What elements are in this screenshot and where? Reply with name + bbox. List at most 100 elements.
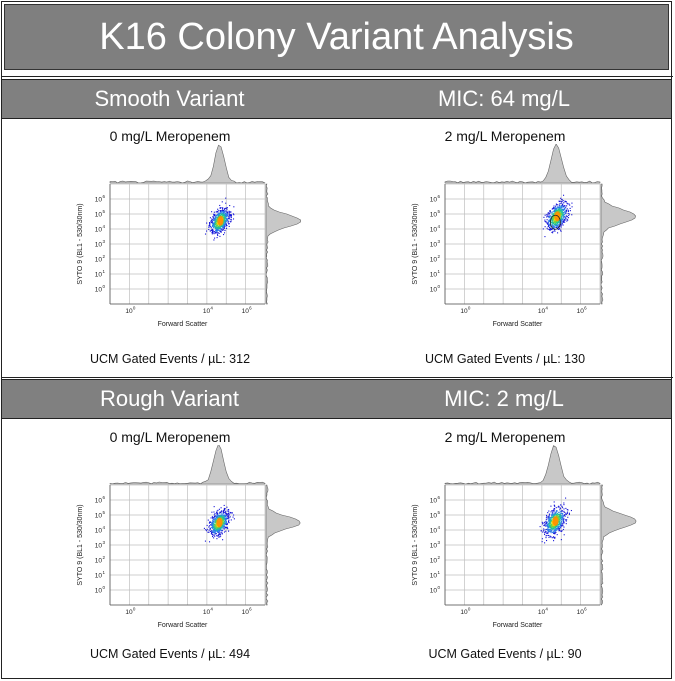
event-point <box>562 518 564 520</box>
event-point <box>221 529 223 532</box>
event-point <box>554 529 556 531</box>
y-tick-label: 10 <box>430 543 438 550</box>
event-point <box>214 226 216 228</box>
event-point <box>219 536 221 538</box>
event-point <box>210 229 213 231</box>
event-point <box>228 511 230 513</box>
density-core <box>552 516 559 526</box>
event-point <box>551 520 554 523</box>
event-point <box>216 232 218 234</box>
event-point <box>223 215 225 217</box>
event-point <box>223 223 225 225</box>
event-point <box>552 218 554 220</box>
event-point <box>544 531 546 533</box>
event-point <box>562 206 564 208</box>
event-point <box>211 527 213 529</box>
event-point <box>227 509 229 511</box>
event-point <box>550 227 552 229</box>
event-point <box>556 511 558 513</box>
event-point <box>554 513 556 515</box>
event-point <box>548 213 550 215</box>
event-point <box>211 531 213 533</box>
event-point <box>563 205 565 207</box>
event-point <box>212 217 214 219</box>
event-point <box>562 525 564 527</box>
event-point <box>220 507 222 509</box>
event-point <box>215 211 217 213</box>
event-point <box>549 220 551 222</box>
event-point <box>209 217 211 219</box>
event-point <box>216 210 218 212</box>
event-point <box>558 219 560 221</box>
event-point <box>217 223 219 225</box>
event-point <box>567 203 569 205</box>
event-point <box>555 220 557 222</box>
event-point <box>219 533 221 535</box>
x-tick-exp: 4 <box>545 607 548 612</box>
event-point <box>560 515 562 517</box>
event-point <box>220 231 222 233</box>
event-point <box>217 526 219 528</box>
event-point <box>554 512 556 514</box>
event-point <box>553 205 555 207</box>
event-point <box>560 230 562 232</box>
variant-label-rough: Rough Variant <box>99 386 239 411</box>
event-point <box>569 207 571 209</box>
event-point <box>219 228 221 230</box>
event-point <box>225 519 227 521</box>
event-point <box>568 513 570 515</box>
event-point <box>549 210 551 212</box>
event-point <box>566 209 568 211</box>
x-histogram <box>109 144 266 184</box>
event-point <box>225 523 227 525</box>
x-tick-label: 10 <box>125 308 133 315</box>
event-point <box>208 522 210 524</box>
event-point <box>213 239 215 241</box>
event-point <box>548 528 550 531</box>
event-point <box>560 516 563 518</box>
event-point <box>552 518 554 520</box>
event-point <box>548 516 551 518</box>
event-point <box>220 535 222 537</box>
event-point <box>548 529 550 531</box>
event-point <box>559 203 561 205</box>
x-tick-label: 10 <box>577 308 585 315</box>
event-point <box>228 216 230 218</box>
event-point <box>544 542 546 544</box>
y-tick-label: 10 <box>430 513 438 520</box>
event-point <box>215 227 217 229</box>
event-point <box>556 204 558 206</box>
event-point <box>555 225 557 227</box>
event-point <box>559 227 561 229</box>
event-point <box>224 213 226 215</box>
event-point <box>223 210 225 212</box>
event-point <box>547 530 549 532</box>
event-point <box>224 217 226 219</box>
event-point <box>227 528 229 530</box>
event-point <box>220 515 222 517</box>
event-point <box>216 510 218 512</box>
event-point <box>555 513 557 516</box>
event-point <box>568 512 570 514</box>
event-point <box>223 514 225 517</box>
event-point <box>566 216 568 218</box>
event-point <box>570 509 572 512</box>
event-point <box>555 529 557 531</box>
event-point <box>222 228 224 230</box>
event-point <box>222 521 224 523</box>
y-tick-label: 10 <box>95 287 103 294</box>
event-point <box>567 509 569 511</box>
event-point <box>217 214 219 216</box>
event-point <box>233 214 235 216</box>
y-tick-exp: 4 <box>103 224 106 229</box>
event-point <box>562 224 564 226</box>
event-point <box>553 229 555 231</box>
event-point <box>224 221 226 223</box>
y-tick-exp: 4 <box>438 224 441 229</box>
event-point <box>565 523 567 525</box>
event-point <box>559 522 561 524</box>
event-point <box>224 511 226 513</box>
event-point <box>547 528 549 530</box>
event-point <box>219 227 221 229</box>
event-point <box>228 530 230 532</box>
